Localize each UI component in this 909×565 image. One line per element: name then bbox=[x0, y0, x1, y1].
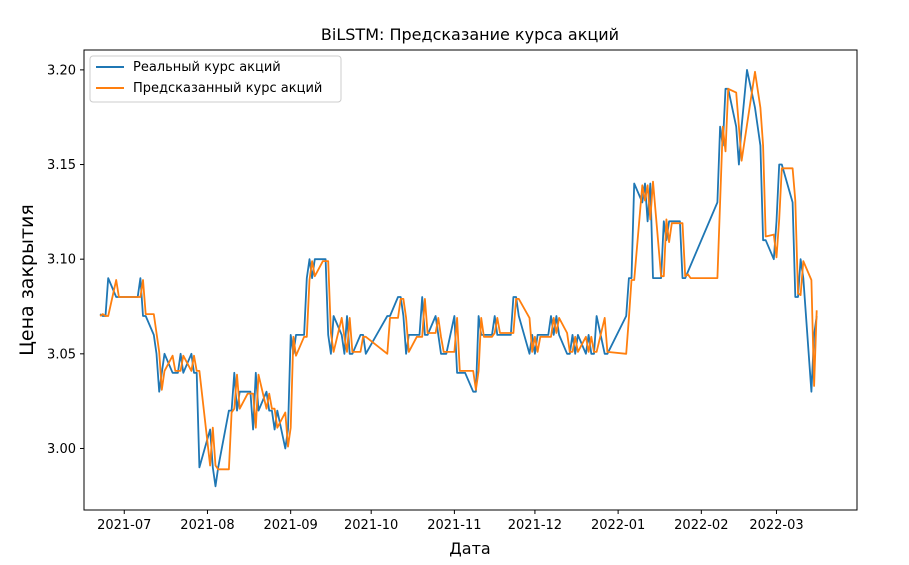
y-tick-label: 3.00 bbox=[47, 442, 76, 457]
x-tick-label: 2021-09 bbox=[264, 518, 318, 533]
x-tick-label: 2021-07 bbox=[97, 518, 151, 533]
x-tick-label: 2022-01 bbox=[591, 518, 645, 533]
x-tick-label: 2022-02 bbox=[674, 518, 728, 533]
legend: Реальный курс акций Предсказанный курс а… bbox=[89, 55, 342, 103]
legend-label-real: Реальный курс акций bbox=[133, 60, 281, 75]
y-axis: 3.00 3.05 3.10 3.15 3.20 bbox=[47, 63, 84, 457]
chart-title: BiLSTM: Предсказание курса акций bbox=[321, 25, 619, 44]
axes-frame bbox=[83, 49, 858, 511]
x-axis: 2021-07 2021-08 2021-09 2021-10 2021-11 2021-… bbox=[97, 510, 804, 533]
legend-label-predicted: Предсказанный курс акций bbox=[133, 81, 322, 96]
legend-box bbox=[89, 55, 342, 103]
x-tick-label: 2022-03 bbox=[749, 518, 803, 533]
x-tick-label: 2021-08 bbox=[180, 518, 234, 533]
series-line-1 bbox=[99, 70, 818, 471]
plot-area bbox=[99, 69, 818, 488]
y-tick-label: 3.20 bbox=[47, 63, 76, 78]
y-tick-label: 3.05 bbox=[47, 347, 76, 362]
x-tick-label: 2021-10 bbox=[344, 518, 398, 533]
x-tick-label: 2021-11 bbox=[427, 518, 481, 533]
series-line-0 bbox=[99, 69, 818, 488]
y-tick-label: 3.15 bbox=[47, 158, 76, 173]
y-axis-label: Цена закрытия bbox=[16, 204, 38, 356]
x-tick-label: 2021-12 bbox=[508, 518, 562, 533]
x-axis-label: Дата bbox=[449, 539, 490, 558]
y-tick-label: 3.10 bbox=[47, 253, 76, 268]
